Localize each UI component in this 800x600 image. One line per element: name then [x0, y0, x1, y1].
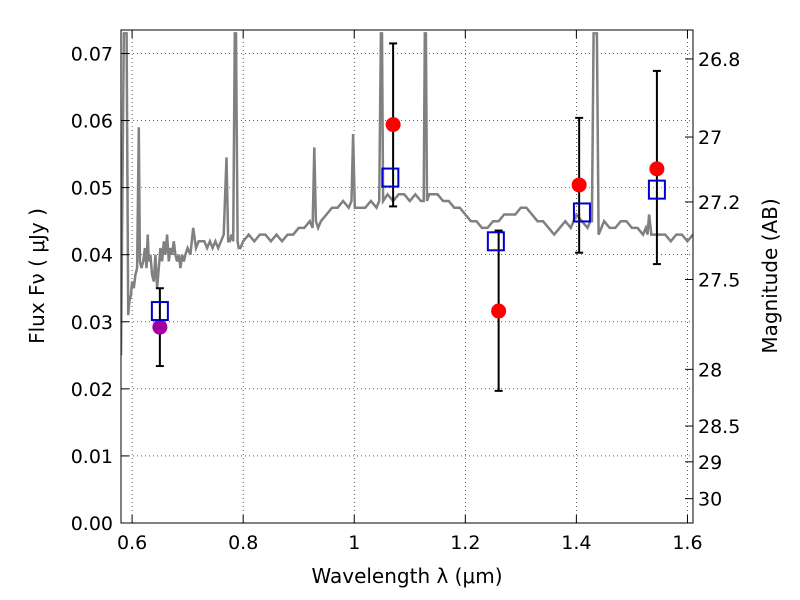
observed-point — [385, 117, 401, 133]
model-point — [572, 202, 591, 223]
x-tick-label: 1 — [348, 532, 360, 554]
observed-point — [491, 303, 507, 319]
right-axis-label: Magnitude (AB) — [758, 198, 782, 353]
y-tick-label: 0.03 — [71, 312, 113, 334]
observed-point — [152, 319, 168, 335]
grid — [121, 30, 693, 524]
model-point — [486, 231, 505, 252]
y-tick-label: 0.00 — [71, 513, 113, 535]
observed-point — [571, 177, 587, 193]
points-layer — [150, 117, 666, 335]
x-tick-label: 0.8 — [228, 532, 258, 554]
y-tick-label: 0.01 — [71, 446, 113, 468]
y-tick-label: 0.07 — [71, 43, 113, 65]
x-tick-label: 0.6 — [117, 532, 147, 554]
observed-point — [649, 161, 665, 177]
x-tick-label: 1.2 — [450, 532, 480, 554]
x-tick-label: 1.6 — [672, 532, 702, 554]
right-tick-label: 27.5 — [698, 269, 740, 291]
right-tick-label: 29 — [698, 452, 722, 474]
right-axis-ticks: 26.8 27 27.2 27.5 28 28.5 29 30 — [685, 49, 740, 511]
y-tick-label: 0.04 — [71, 245, 113, 267]
y-tick-label: 0.02 — [71, 379, 113, 401]
model-point — [150, 301, 169, 322]
y-axis-ticks: 0.00 0.01 0.02 0.03 0.04 0.05 0.06 0.07 — [71, 43, 129, 535]
model-point — [381, 167, 400, 188]
x-tick-label: 1.4 — [561, 532, 591, 554]
right-tick-label: 30 — [698, 489, 722, 511]
model-point — [647, 179, 666, 200]
spectrum-line — [121, 32, 693, 356]
right-tick-label: 28.5 — [698, 416, 740, 438]
plot-area — [121, 32, 693, 392]
y-axis-label: Flux Fν ( μJy ) — [25, 208, 49, 344]
y-tick-label: 0.06 — [71, 111, 113, 133]
right-tick-label: 28 — [698, 359, 722, 381]
right-tick-label: 27.2 — [698, 192, 740, 214]
right-tick-label: 27 — [698, 127, 722, 149]
spectrum-layer — [121, 32, 693, 356]
plot-frame — [120, 29, 694, 524]
x-axis-label: Wavelength λ (μm) — [311, 564, 502, 588]
x-axis-ticks: 0.6 0.8 1 1.2 1.4 1.6 — [117, 30, 703, 554]
errorbar-layer — [155, 42, 661, 392]
y-tick-label: 0.05 — [71, 178, 113, 200]
right-tick-label: 26.8 — [698, 49, 740, 71]
